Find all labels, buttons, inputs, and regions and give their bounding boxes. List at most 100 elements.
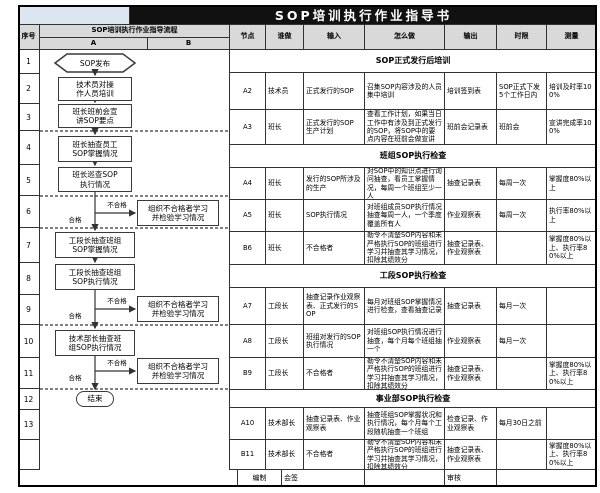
cell-input: 抽查记录表、作业观察表 xyxy=(304,408,365,440)
seq-row-12: 12 xyxy=(18,389,40,410)
table-row-a3: A3 班长 正式发行的SOP 生产计划 查看工作计划，如果当日工作中有涉及到正式… xyxy=(230,110,597,145)
cell-who: 工段长 xyxy=(266,288,304,325)
title-left-cell xyxy=(18,5,130,25)
col-header-node: 节点 xyxy=(230,25,266,50)
cell-who: 班长 xyxy=(266,232,304,265)
seq-row-8: 8 xyxy=(18,263,40,295)
cell-time: SOP正式下发5个工作日内 xyxy=(497,73,547,110)
flow-step-section-chief-execution: 工段长抽查班组 SOP执行情况 xyxy=(55,264,135,290)
page-title: SOP培训执行作业指导书 xyxy=(130,5,597,25)
cell-measure xyxy=(547,288,597,325)
seq-row-10: 10 xyxy=(18,325,40,358)
cell-output: 检查记录、作业观察表 xyxy=(445,408,497,440)
cell-node: A5 xyxy=(230,200,266,232)
flow-step-remediate-3: 组织不合格者学习 并检验学习情况 xyxy=(137,358,219,384)
table-row-a7: A7 工段长 抽查记录作业观察表、正式发行的SOP 每月对班组SOP掌握情况进行… xyxy=(230,288,597,325)
cell-time: 每周一次 xyxy=(497,168,547,200)
cell-output: 抽查记录表、作业观察表 xyxy=(445,440,497,470)
cell-time: 每周一次 xyxy=(497,200,547,232)
flow-step-train-operators: 技术员对操 作人员培训 xyxy=(58,77,132,101)
cell-input: 不合格者 xyxy=(304,232,365,265)
section-title: SOP正式发行后培训 xyxy=(230,50,597,73)
cell-time: 班前会 xyxy=(497,110,547,145)
cell-input: 不合格者 xyxy=(304,358,365,390)
seq-row-5: 5 xyxy=(18,165,40,196)
table-row-a10: A10 技术部长 抽查记录表、作业观察表 抽查班组SOP掌握状况和执行情况，每个… xyxy=(230,408,597,440)
seq-row-9: 9 xyxy=(18,295,40,325)
table-row-b9: B9 工段长 不合格者 勒令不清楚SOP内容和未严格执行SOP的班组进行学习并抽… xyxy=(230,358,597,390)
seq-row-13: 13 xyxy=(18,410,40,440)
branch-label-fail-1: 不合格 xyxy=(107,201,127,209)
section-title: 事业部SOP执行检查 xyxy=(230,390,597,408)
cell-output: 抽查记录表、作业观察表 xyxy=(445,358,497,390)
cell-how: 勒令不清楚SOP内容和未严格执行SOP的班组进行学习并抽查其学习情况，扣除其绩效… xyxy=(365,232,445,265)
table-row-a4: A4 班长 发行的SOP所涉及的生产 对SOP中的知识点进行询问抽查，看员工掌握… xyxy=(230,168,597,200)
seq-row-7: 7 xyxy=(18,228,40,263)
col-header-measure: 测量 xyxy=(547,25,597,50)
cell-who: 工段长 xyxy=(266,358,304,390)
section-header-row: 事业部SOP执行检查 xyxy=(230,390,597,408)
table-row-a2: A2 技术员 正式发行的SOP 召集SOP内容涉及的人员集中培训 培训签到表 S… xyxy=(230,73,597,110)
table-row-a8: A8 工段长 班组对发行的SOP执行情况 对班组SOP执行情况进行抽查，每个月每… xyxy=(230,325,597,358)
section-header-row: SOP正式发行后培训 xyxy=(230,50,597,73)
cell-input: 正式发行的SOP 生产计划 xyxy=(304,110,365,145)
cell-who: 班长 xyxy=(266,200,304,232)
flowchart-connectors xyxy=(40,53,230,391)
cell-measure xyxy=(547,408,597,440)
col-header-time: 时限 xyxy=(497,25,547,50)
start-hexagon xyxy=(53,53,137,73)
branch-label-pass-2: 合格 xyxy=(68,312,82,320)
section-title: 班组SOP执行检查 xyxy=(230,145,597,168)
col-header-how: 怎么做 xyxy=(365,25,445,50)
cell-measure: 掌握度80%以上、执行率80%以上 xyxy=(547,440,597,470)
cell-who: 工段长 xyxy=(266,325,304,358)
cell-time xyxy=(497,232,547,265)
cell-who: 技术部长 xyxy=(266,408,304,440)
cell-output: 培训签到表 xyxy=(445,73,497,110)
cell-measure: 掌握度80%以上、执行率80%以上 xyxy=(547,232,597,265)
cell-input: 不合格者 xyxy=(304,440,365,470)
footer-empty-cell xyxy=(18,470,238,487)
col-header-output: 输出 xyxy=(445,25,497,50)
phase-separator-dashed-lines xyxy=(40,130,230,390)
seq-row-1: 1 xyxy=(18,50,40,74)
seq-row-4: 4 xyxy=(18,131,40,165)
cell-how: 每月对班组SOP掌握情况进行检查，查看抽查记录 xyxy=(365,288,445,325)
col-header-who: 谁做 xyxy=(266,25,304,50)
section-header-row: 工段SOP执行检查 xyxy=(230,265,597,288)
section-title: 工段SOP执行检查 xyxy=(230,265,597,288)
col-header-input: 输入 xyxy=(304,25,365,50)
cell-input: 正式发行的SOP xyxy=(304,73,365,110)
section-header-row: 班组SOP执行检查 xyxy=(230,145,597,168)
cell-node: A10 xyxy=(230,408,266,440)
cell-measure: 掌握度80%以上 xyxy=(547,168,597,200)
cell-output: 抽查记录表 xyxy=(445,288,497,325)
signature-footer-row: 编制 会签 审核 xyxy=(18,470,597,487)
cell-node: B6 xyxy=(230,232,266,265)
table-row-a5: A5 班长 SOP执行情况 对班组成员SOP执行情况抽查每周一人，一个季度覆盖所… xyxy=(230,200,597,232)
col-header-seq: 序号 xyxy=(18,25,40,50)
flow-step-preshift-briefing: 班长班前会宣 讲SOP要点 xyxy=(58,104,132,128)
cell-measure: 宣讲完成率100% xyxy=(547,110,597,145)
flow-step-tech-director-execution: 技术部长抽查班 组SOP执行情况 xyxy=(55,330,135,356)
flow-step-monitor-spotcheck-mastery: 班长抽查员工 SOP掌握情况 xyxy=(58,136,132,162)
table-row-b6: B6 班长 不合格者 勒令不清楚SOP内容和未严格执行SOP的班组进行学习并抽查… xyxy=(230,232,597,265)
branch-label-fail-2: 不合格 xyxy=(107,297,127,305)
cell-output: 作业观察表 xyxy=(445,200,497,232)
flow-header-col-b: B xyxy=(148,38,230,50)
flow-step-section-chief-mastery: 工段长抽查班组 SOP掌握情况 xyxy=(55,232,135,258)
cell-how: 抽查班组SOP掌握状况和执行情况，每个月每个工段随机抽查一个班组 xyxy=(365,408,445,440)
flow-start-label: SOP发布 xyxy=(79,58,111,68)
cell-output: 抽查记录表 xyxy=(445,168,497,200)
cell-node: B11 xyxy=(230,440,266,470)
cell-time xyxy=(497,440,547,470)
flow-arrows xyxy=(91,69,137,391)
flow-step-remediate-2: 组织不合格者学习 并检验学习情况 xyxy=(137,296,219,322)
cell-node: A4 xyxy=(230,168,266,200)
cell-output: 抽查记录表、作业观察表 xyxy=(445,232,497,265)
cell-how: 对SOP中的知识点进行询问抽查，看员工掌握情况，每周一个班组至少一人 xyxy=(365,168,445,200)
flowchart-area xyxy=(40,50,230,470)
footer-empty-cell xyxy=(497,470,597,487)
footer-prepared-label: 编制 xyxy=(238,470,282,487)
